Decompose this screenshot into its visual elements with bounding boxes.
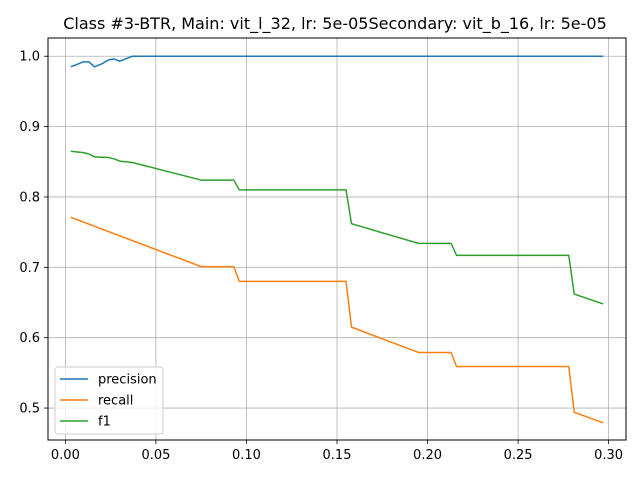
y-axis: 0.5 0.6 0.7 0.8 0.9 1.0 (19, 50, 48, 417)
chart-title: Class #3-BTR, Main: vit_l_32, lr: 5e-05S… (63, 14, 607, 34)
legend-label-precision: precision (98, 373, 157, 388)
x-tick-label: 0.05 (141, 448, 170, 463)
series-lines (70, 55, 604, 424)
x-tick-label: 0.15 (323, 448, 352, 463)
y-tick-label: 0.8 (19, 190, 40, 205)
x-tick-label: 0.00 (51, 448, 80, 463)
legend-box (54, 366, 164, 435)
series-line-precision (70, 55, 604, 68)
series-line-recall (70, 216, 604, 424)
y-tick-label: 1.0 (19, 50, 40, 65)
y-tick-label: 0.5 (19, 402, 40, 417)
legend: precision recall f1 (54, 366, 164, 435)
y-tick-label: 0.6 (19, 331, 40, 346)
legend-label-recall: recall (98, 394, 133, 409)
x-axis: 0.00 0.05 0.10 0.15 0.20 0.25 0.30 (51, 440, 623, 463)
legend-label-f1: f1 (98, 415, 111, 430)
series-line-f1 (70, 150, 604, 305)
x-tick-label: 0.20 (413, 448, 442, 463)
x-tick-label: 0.25 (504, 448, 533, 463)
x-tick-label: 0.10 (232, 448, 261, 463)
y-tick-label: 0.7 (19, 261, 40, 276)
y-tick-label: 0.9 (19, 120, 40, 135)
x-tick-label: 0.30 (594, 448, 623, 463)
